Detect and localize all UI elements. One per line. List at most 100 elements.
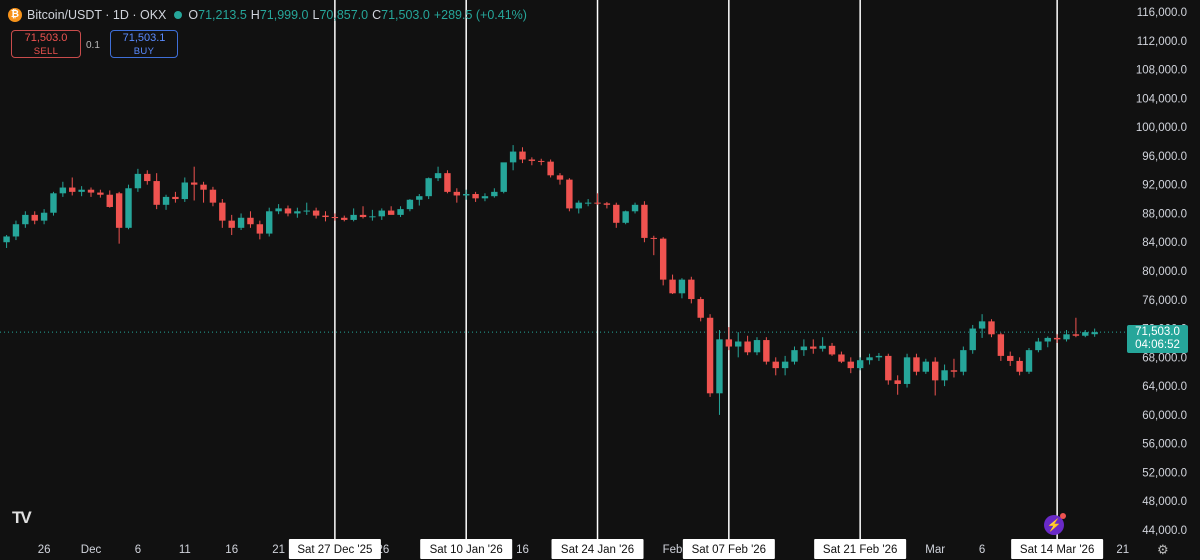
last-price-marker: 71,503.0 04:06:52	[1127, 325, 1188, 353]
y-axis-tick-label: 104,000.0	[1136, 93, 1187, 105]
y-axis-tick-label: 52,000.0	[1142, 467, 1187, 479]
close-label: C	[372, 8, 382, 22]
x-axis-tick-label: 16	[516, 544, 529, 556]
sell-button[interactable]: 71,503.0 SELL	[11, 30, 81, 58]
candle-body	[594, 202, 601, 204]
candle-body	[219, 202, 226, 221]
candle-body	[997, 334, 1005, 356]
symbol-header: ₿ Bitcoin/USDT · 1D · OKX O 71,213.5 H 71,…	[8, 8, 527, 22]
candle-body	[613, 204, 620, 223]
low-label: L	[312, 8, 320, 22]
y-axis-tick-label: 96,000.0	[1142, 151, 1187, 163]
candle-body	[575, 202, 582, 209]
candle-body	[1053, 337, 1061, 340]
candle-body	[284, 208, 292, 214]
candle-body	[1035, 341, 1042, 351]
y-axis-tick-label: 68,000.0	[1142, 352, 1187, 364]
candle-body	[1063, 334, 1070, 340]
candle-body	[932, 361, 939, 381]
tradingview-logo-icon[interactable]: TV	[12, 508, 32, 527]
candle-body	[725, 339, 733, 347]
candle-body	[838, 354, 845, 362]
x-axis-tick-label: 6	[979, 544, 985, 556]
spread-value: 0.1	[86, 40, 100, 51]
candle-body	[378, 210, 385, 217]
candle-body	[472, 194, 479, 199]
candle-body	[40, 212, 48, 221]
candle-body	[144, 173, 151, 182]
symbol-title[interactable]: Bitcoin/USDT · 1D · OKX	[27, 8, 167, 22]
candle-body	[115, 193, 123, 228]
candle-body	[659, 238, 667, 280]
y-axis-tick-label: 64,000.0	[1142, 381, 1187, 393]
candle-body	[978, 321, 986, 329]
buy-button[interactable]: 71,503.1 BUY	[110, 30, 178, 58]
candle-body	[519, 151, 526, 160]
y-axis-tick-label: 48,000.0	[1142, 496, 1187, 508]
x-axis-tick-label: 11	[179, 544, 191, 556]
lightning-bolt-icon[interactable]: ⚡	[1044, 513, 1066, 535]
market-status-dot-icon	[174, 11, 183, 19]
candle-body	[509, 151, 517, 163]
y-axis-tick-label: 108,000.0	[1136, 65, 1187, 77]
candle-body	[200, 184, 207, 190]
y-axis-tick-label: 84,000.0	[1142, 237, 1187, 249]
x-axis-tick-label: Mar	[925, 544, 945, 556]
candle-body	[678, 279, 686, 294]
candle-body	[894, 380, 901, 384]
price-change: +289.5 (+0.41%)	[433, 8, 527, 22]
marker-date-box	[288, 539, 381, 559]
candle-body	[772, 361, 779, 369]
buy-label: BUY	[133, 46, 155, 57]
candle-body	[960, 350, 967, 372]
candle-body	[538, 160, 545, 162]
candle-body	[463, 194, 470, 196]
candle-body	[453, 191, 461, 196]
marker-date-box	[420, 539, 513, 559]
high-label: H	[250, 8, 260, 22]
y-axis-tick-label: 92,000.0	[1142, 180, 1187, 192]
candle-body	[87, 189, 95, 193]
candle-body	[491, 191, 498, 197]
marker-date-box	[1011, 539, 1104, 559]
candle-body	[190, 182, 198, 185]
candle-body	[791, 350, 798, 362]
candle-body	[716, 339, 723, 394]
candle-body	[744, 341, 751, 353]
candle-body	[125, 188, 132, 228]
candle-body	[387, 210, 395, 215]
candle-body	[162, 196, 170, 205]
buy-price: 71,503.1	[122, 32, 166, 44]
candle-body	[828, 345, 836, 355]
candle-body	[697, 299, 704, 318]
marker-date-box	[814, 539, 907, 559]
candle-body	[12, 224, 20, 237]
y-axis-tick-label: 100,000.0	[1136, 122, 1187, 134]
marker-date-label: Sat 24 Jan '26	[561, 544, 634, 556]
candle-body	[800, 346, 808, 351]
candle-body	[78, 189, 85, 192]
candle-body	[331, 217, 339, 219]
candle-body	[172, 196, 179, 200]
candle-body	[885, 355, 892, 381]
marker-date-box	[551, 539, 644, 559]
candle-body	[969, 328, 976, 351]
candle-body	[603, 203, 611, 205]
y-axis-tick-label: 60,000.0	[1142, 410, 1187, 422]
candle-body	[294, 211, 301, 214]
candle-body	[584, 202, 592, 204]
candle-body	[875, 355, 883, 358]
x-axis-tick-label: 21	[1116, 544, 1129, 556]
candle-body	[181, 182, 188, 200]
y-axis-tick-label: 56,000.0	[1142, 439, 1187, 451]
candle-body	[763, 340, 770, 362]
x-axis-tick-label: Feb	[663, 544, 683, 556]
gear-icon[interactable]: ⚙	[1157, 542, 1169, 557]
bar-countdown: 04:06:52	[1135, 339, 1180, 351]
candle-body	[556, 175, 564, 180]
open-label: O	[188, 8, 199, 22]
candle-body	[1044, 337, 1051, 342]
candle-body	[153, 181, 160, 205]
x-axis-tick-label: 21	[272, 544, 285, 556]
